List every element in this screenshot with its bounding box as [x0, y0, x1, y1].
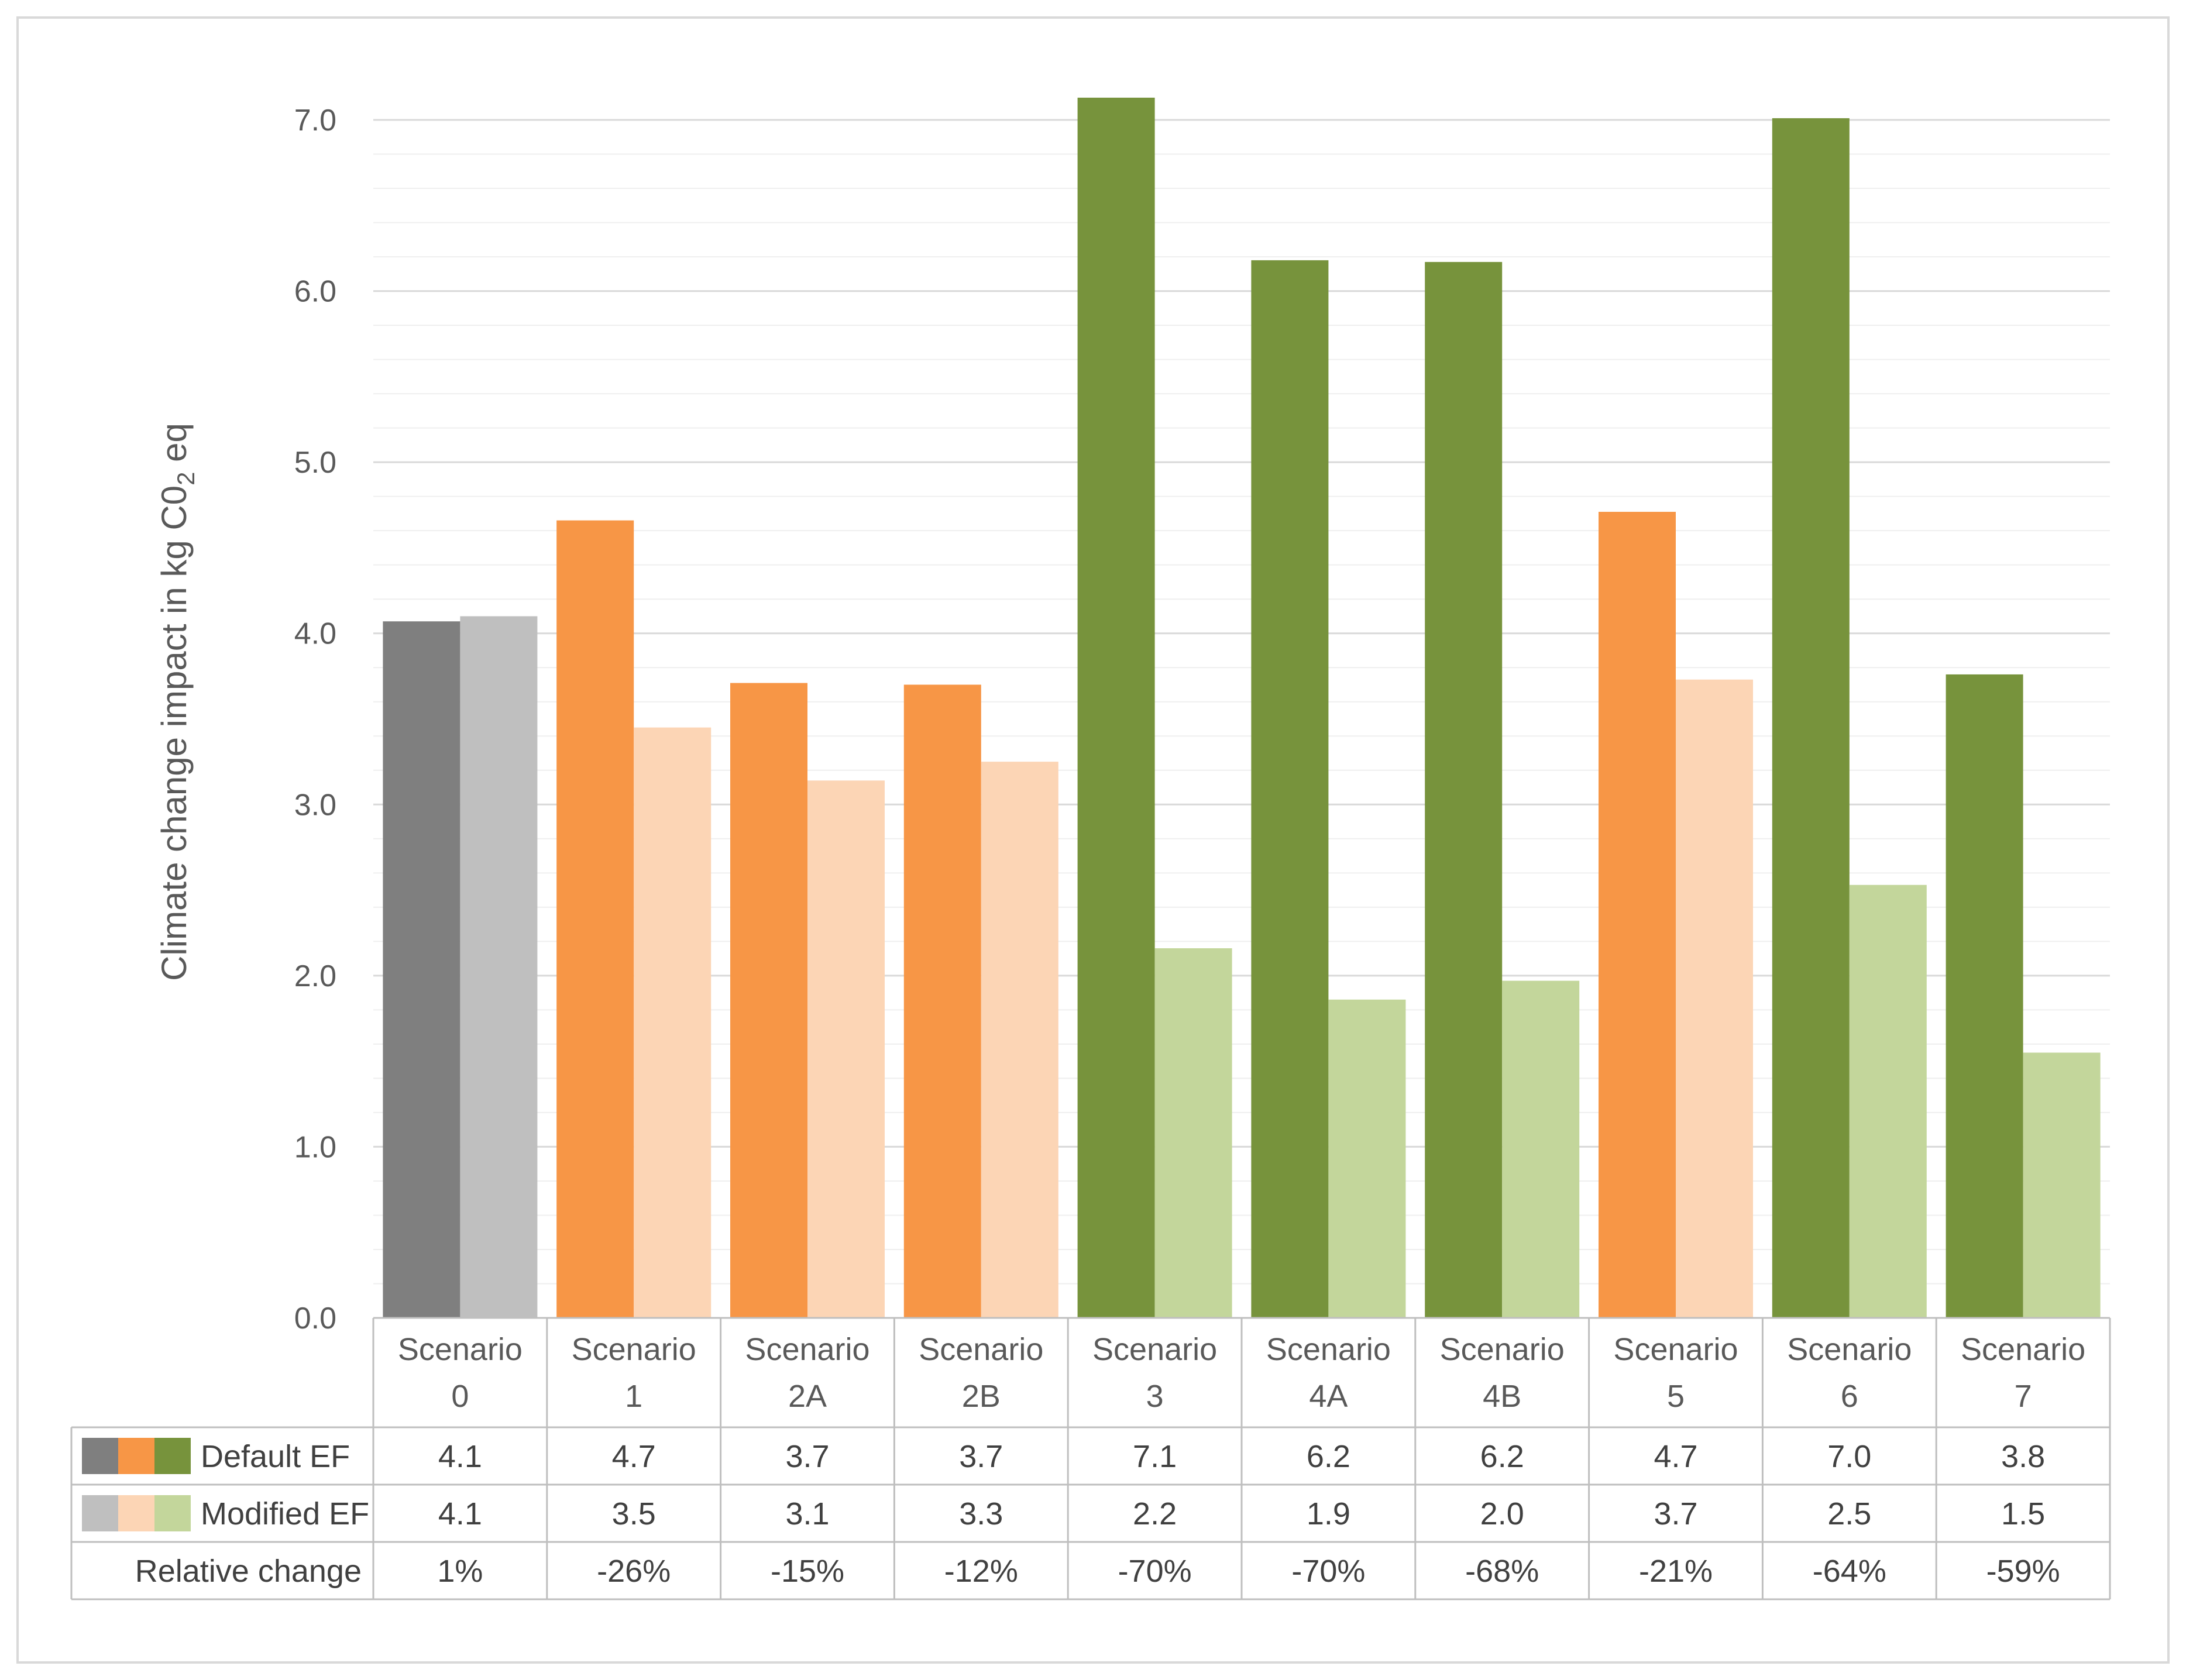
- data-label-default-ef: 6.2: [1480, 1439, 1524, 1474]
- legend-key-modified-ef: [154, 1495, 191, 1531]
- x-tick-label: Scenario: [1787, 1332, 1912, 1367]
- data-label-modified-ef: 2.5: [1827, 1496, 1871, 1531]
- x-tick-label: 3: [1146, 1379, 1164, 1414]
- x-tick-label: 7: [2015, 1379, 2032, 1414]
- relative-change-value: -68%: [1465, 1554, 1539, 1589]
- bar-modified-ef: [1328, 999, 1406, 1318]
- bar-default-ef: [383, 621, 460, 1318]
- data-label-modified-ef: 3.1: [785, 1496, 829, 1531]
- data-label-modified-ef: 1.5: [2001, 1496, 2045, 1531]
- data-label-default-ef: 4.7: [1654, 1439, 1697, 1474]
- bar-modified-ef: [2023, 1052, 2101, 1318]
- data-label-default-ef: 7.1: [1133, 1439, 1177, 1474]
- bar-modified-ef: [981, 762, 1058, 1318]
- x-tick-label: 1: [625, 1379, 642, 1414]
- legend-key-modified-ef: [118, 1495, 154, 1531]
- y-axis-ticks: 0.0 1.0 2.0 3.0 4.0 5.0 6.0 7.0: [294, 104, 336, 1335]
- bar-default-ef: [903, 684, 981, 1318]
- legend-key-modified-ef: [82, 1495, 118, 1531]
- x-tick-label: Scenario: [398, 1332, 523, 1367]
- data-label-default-ef: 3.7: [785, 1439, 829, 1474]
- x-tick-label: 6: [1841, 1379, 1858, 1414]
- legend-key-default-ef: [82, 1438, 118, 1474]
- bar-default-ef: [1425, 261, 1503, 1318]
- data-label-default-ef: 4.1: [438, 1439, 482, 1474]
- data-table: Scenario 0 4.1 4.1 1% Scenario 1 4.7 3.5 -26% Scen…: [70, 1317, 2111, 1600]
- legend-label-modified-ef: Modified EF: [201, 1496, 369, 1531]
- relative-change-value: 1%: [437, 1554, 483, 1589]
- y-tick-label: 5.0: [294, 446, 336, 480]
- x-tick-label: 2B: [962, 1379, 1001, 1414]
- relative-change-value: -12%: [944, 1554, 1018, 1589]
- relative-change-value: -21%: [1639, 1554, 1713, 1589]
- data-label-modified-ef: 4.1: [438, 1496, 482, 1531]
- x-tick-label: 0: [451, 1379, 469, 1414]
- bar-modified-ef: [460, 616, 538, 1318]
- data-label-modified-ef: 1.9: [1307, 1496, 1350, 1531]
- y-tick-label: 4.0: [294, 617, 336, 651]
- y-axis-label-suffix: eq: [154, 423, 194, 471]
- relative-change-value: -59%: [1986, 1554, 2060, 1589]
- bar-default-ef: [1251, 260, 1329, 1318]
- y-tick-label: 2.0: [294, 959, 336, 993]
- x-tick-label: Scenario: [1440, 1332, 1565, 1367]
- x-tick-label: Scenario: [1613, 1332, 1738, 1367]
- data-label-modified-ef: 3.3: [959, 1496, 1003, 1531]
- bar-default-ef: [730, 683, 807, 1318]
- y-axis-label-subscript: 2: [172, 472, 200, 486]
- bar-default-ef: [556, 520, 634, 1318]
- bar-default-ef: [1077, 97, 1155, 1318]
- x-tick-label: 5: [1667, 1379, 1685, 1414]
- relative-change-value: -15%: [771, 1554, 844, 1589]
- data-label-default-ef: 3.8: [2001, 1439, 2045, 1474]
- legend-key-default-ef: [154, 1438, 191, 1474]
- legend-key-default-ef: [118, 1438, 154, 1474]
- data-label-modified-ef: 3.7: [1654, 1496, 1697, 1531]
- relative-change-value: -26%: [597, 1554, 671, 1589]
- bars: [383, 97, 2101, 1318]
- bar-modified-ef: [1676, 679, 1753, 1318]
- x-tick-label: Scenario: [1961, 1332, 2085, 1367]
- bar-default-ef: [1772, 118, 1850, 1318]
- data-label-default-ef: 4.7: [612, 1439, 656, 1474]
- y-tick-label: 7.0: [294, 104, 336, 137]
- data-label-modified-ef: 3.5: [612, 1496, 656, 1531]
- bar-default-ef: [1599, 511, 1676, 1318]
- relative-change-value: -70%: [1118, 1554, 1192, 1589]
- x-tick-label: 4A: [1309, 1379, 1348, 1414]
- x-tick-label: Scenario: [919, 1332, 1043, 1367]
- relative-change-value: -70%: [1291, 1554, 1365, 1589]
- y-tick-label: 6.0: [294, 275, 336, 309]
- x-tick-label: Scenario: [572, 1332, 696, 1367]
- data-label-default-ef: 3.7: [959, 1439, 1003, 1474]
- y-axis-label-text: Climate change impact in kg C0: [154, 486, 194, 981]
- bar-modified-ef: [1154, 948, 1232, 1318]
- bar-modified-ef: [1849, 884, 1927, 1318]
- x-tick-label: 2A: [788, 1379, 827, 1414]
- data-label-default-ef: 7.0: [1827, 1439, 1871, 1474]
- y-tick-label: 0.0: [294, 1302, 336, 1335]
- legend-label-default-ef: Default EF: [201, 1439, 350, 1474]
- bar-modified-ef: [634, 727, 712, 1318]
- x-tick-label: Scenario: [1092, 1332, 1217, 1367]
- x-tick-label: Scenario: [1266, 1332, 1391, 1367]
- bar-modified-ef: [807, 780, 885, 1318]
- bar-default-ef: [1946, 674, 2023, 1318]
- data-label-modified-ef: 2.2: [1133, 1496, 1177, 1531]
- data-label-default-ef: 6.2: [1307, 1439, 1350, 1474]
- bar-modified-ef: [1502, 980, 1580, 1318]
- y-tick-label: 1.0: [294, 1130, 336, 1164]
- x-tick-label: 4B: [1483, 1379, 1521, 1414]
- relative-change-value: -64%: [1813, 1554, 1886, 1589]
- data-label-modified-ef: 2.0: [1480, 1496, 1524, 1531]
- y-axis-label: Climate change impact in kg C02 eq: [154, 423, 200, 981]
- x-tick-label: Scenario: [745, 1332, 869, 1367]
- y-tick-label: 3.0: [294, 788, 336, 822]
- relative-change-label: Relative change: [135, 1554, 362, 1589]
